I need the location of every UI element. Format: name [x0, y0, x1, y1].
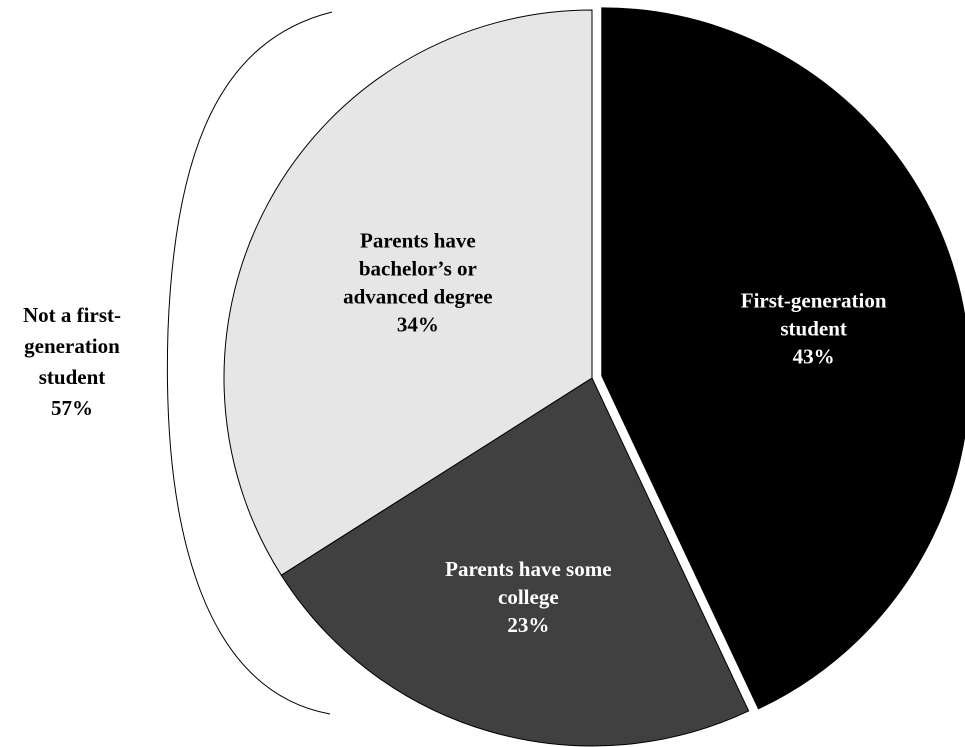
group-annotation-label: Not a first-generation student 57%	[23, 303, 121, 420]
group-bracket	[166, 11, 333, 715]
pie-slice-parents-have-some-college	[280, 377, 750, 747]
slice-label-parents-have-bachelor-s-or-advanced-degree: Parents have bachelor’s or advanced degree…	[343, 228, 493, 336]
pie-slice-first-generation-student	[601, 7, 965, 710]
slice-label-first-generation-student: First-generation student 43%	[741, 288, 887, 368]
pie-slice-parents-have-bachelor-s-or-advanced-degree	[223, 9, 593, 576]
pie-labels: First-generation student 43% Parents have s…	[343, 228, 887, 637]
slice-label-parents-have-some-college: Parents have some college 23%	[445, 557, 611, 637]
pie-slices	[223, 7, 965, 747]
